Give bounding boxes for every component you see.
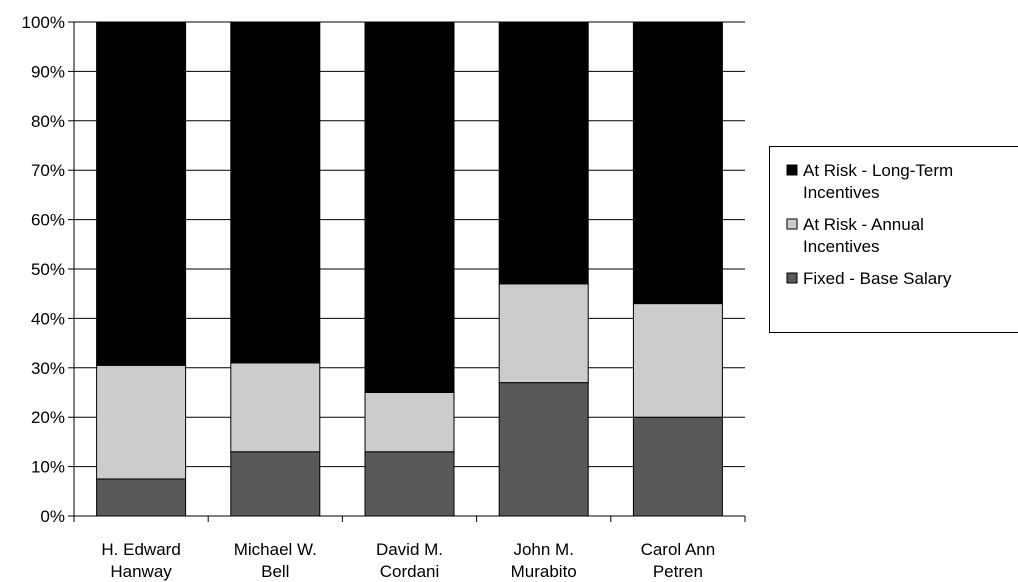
legend: At Risk - Long-Term Incentives At Risk - A… — [769, 146, 1018, 333]
legend-swatch — [786, 218, 798, 230]
legend-swatch — [786, 164, 798, 176]
bar-segment — [96, 478, 187, 517]
bar-segment — [364, 21, 455, 393]
x-tick-label: David M. — [376, 540, 443, 559]
bar-segment — [498, 283, 589, 384]
x-tick-label: Cordani — [380, 562, 440, 581]
bar-segment — [632, 416, 723, 517]
bar-segment — [230, 362, 321, 453]
y-tick-label: 10% — [31, 458, 65, 477]
y-tick-label: 60% — [31, 211, 65, 230]
x-tick-label: H. Edward — [101, 540, 180, 559]
y-tick-label: 100% — [22, 13, 65, 32]
legend-label: At Risk - Long-Term — [803, 161, 953, 180]
legend-label: Incentives — [803, 183, 880, 202]
legend-box — [769, 146, 1018, 333]
bar-segment — [230, 21, 321, 364]
legend-label: Incentives — [803, 237, 880, 256]
legend-label: Fixed - Base Salary — [803, 269, 952, 288]
bar-segment — [96, 364, 187, 480]
bar-segment — [632, 303, 723, 418]
x-tick-label: Murabito — [511, 562, 577, 581]
x-tick-label: John M. — [513, 540, 573, 559]
y-tick-label: 20% — [31, 408, 65, 427]
bar-segment — [230, 451, 321, 517]
legend-swatch — [786, 272, 798, 284]
y-tick-label: 50% — [31, 260, 65, 279]
bar-segment — [632, 21, 723, 305]
legend-label: At Risk - Annual — [803, 215, 924, 234]
y-tick-label: 80% — [31, 112, 65, 131]
y-tick-label: 0% — [40, 507, 65, 526]
bars — [96, 21, 723, 517]
x-tick-label: Hanway — [110, 562, 172, 581]
x-tick-label: Carol Ann — [641, 540, 716, 559]
bar-segment — [96, 21, 187, 366]
y-tick-label: 70% — [31, 161, 65, 180]
y-tick-label: 30% — [31, 359, 65, 378]
y-tick-label: 90% — [31, 62, 65, 81]
axes: 0% 10% 20% 30% 40% 50% 60% 70% 80% 90% 100% H. Edwa… — [22, 13, 746, 581]
x-tick-label: Bell — [261, 562, 289, 581]
bar-segment — [364, 451, 455, 517]
bar-segment — [498, 21, 589, 285]
x-tick-label: Michael W. — [234, 540, 317, 559]
bar-segment — [364, 392, 455, 453]
bar-segment — [498, 382, 589, 517]
y-tick-label: 40% — [31, 309, 65, 328]
x-tick-label: Petren — [653, 562, 703, 581]
